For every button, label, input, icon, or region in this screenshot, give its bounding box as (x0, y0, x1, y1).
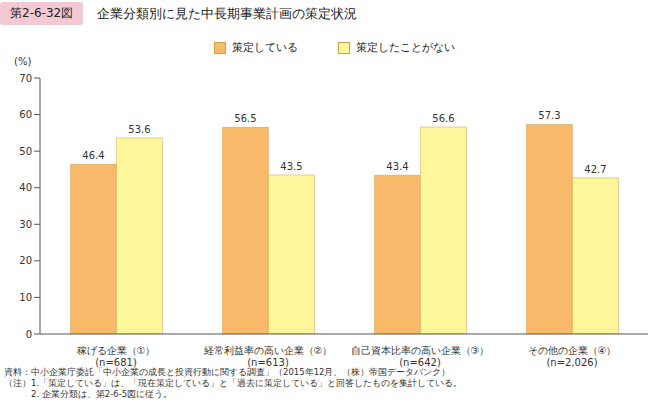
html-text:（注）1.「策定している」は、「現在策定している」と「過去に: （注）1.「策定している」は、「現在策定している」と「過去に策定している」と回答… (4, 378, 463, 388)
svg-text:自己資本比率の高い企業（③）(n=642): 自己資本比率の高い企業（③）(n=642) (351, 345, 490, 368)
svg-text:50: 50 (19, 146, 32, 157)
svg-text:経常利益率の高い企業（②）(n=613): 経常利益率の高い企業（②）(n=613) (203, 345, 333, 368)
svg-text:40: 40 (19, 182, 32, 193)
html-text:策定している: 策定している (231, 41, 298, 54)
svg-text:その他の企業（④）(n=2,026): その他の企業（④）(n=2,026) (528, 345, 617, 368)
svg-text:46.4: 46.4 (82, 150, 104, 161)
svg-text:57.3: 57.3 (538, 110, 560, 121)
svg-text:43.5: 43.5 (280, 161, 302, 172)
svg-text:53.6: 53.6 (128, 124, 150, 135)
svg-text:56.6: 56.6 (432, 113, 454, 124)
html-text:策定したことがない: 策定したことがない (355, 41, 455, 54)
svg-text:20: 20 (19, 255, 32, 266)
html-text:第2-6-32図: 第2-6-32図 (10, 6, 74, 20)
svg-text:30: 30 (19, 219, 32, 230)
html-text:2. 企業分類は、第2-6-5図に従う。: 2. 企業分類は、第2-6-5図に従う。 (4, 389, 173, 399)
svg-text:56.5: 56.5 (234, 113, 256, 124)
svg-text:稼げる企業（①）(n=681): 稼げる企業（①）(n=681) (77, 345, 156, 368)
html-text:資料：中小企業庁委託「中小企業の成長と投資行動に関する調査」: 資料：中小企業庁委託「中小企業の成長と投資行動に関する調査」（2015年12月、… (4, 367, 451, 377)
svg-text:10: 10 (19, 292, 32, 303)
svg-text:42.7: 42.7 (584, 164, 606, 175)
svg-text:70: 70 (19, 73, 32, 84)
svg-text:60: 60 (19, 109, 32, 120)
html-text:企業分類別に見た中長期事業計画の策定状況: 企業分類別に見た中長期事業計画の策定状況 (97, 5, 358, 21)
svg-text:43.4: 43.4 (386, 161, 408, 172)
svg-text:0: 0 (26, 329, 32, 340)
